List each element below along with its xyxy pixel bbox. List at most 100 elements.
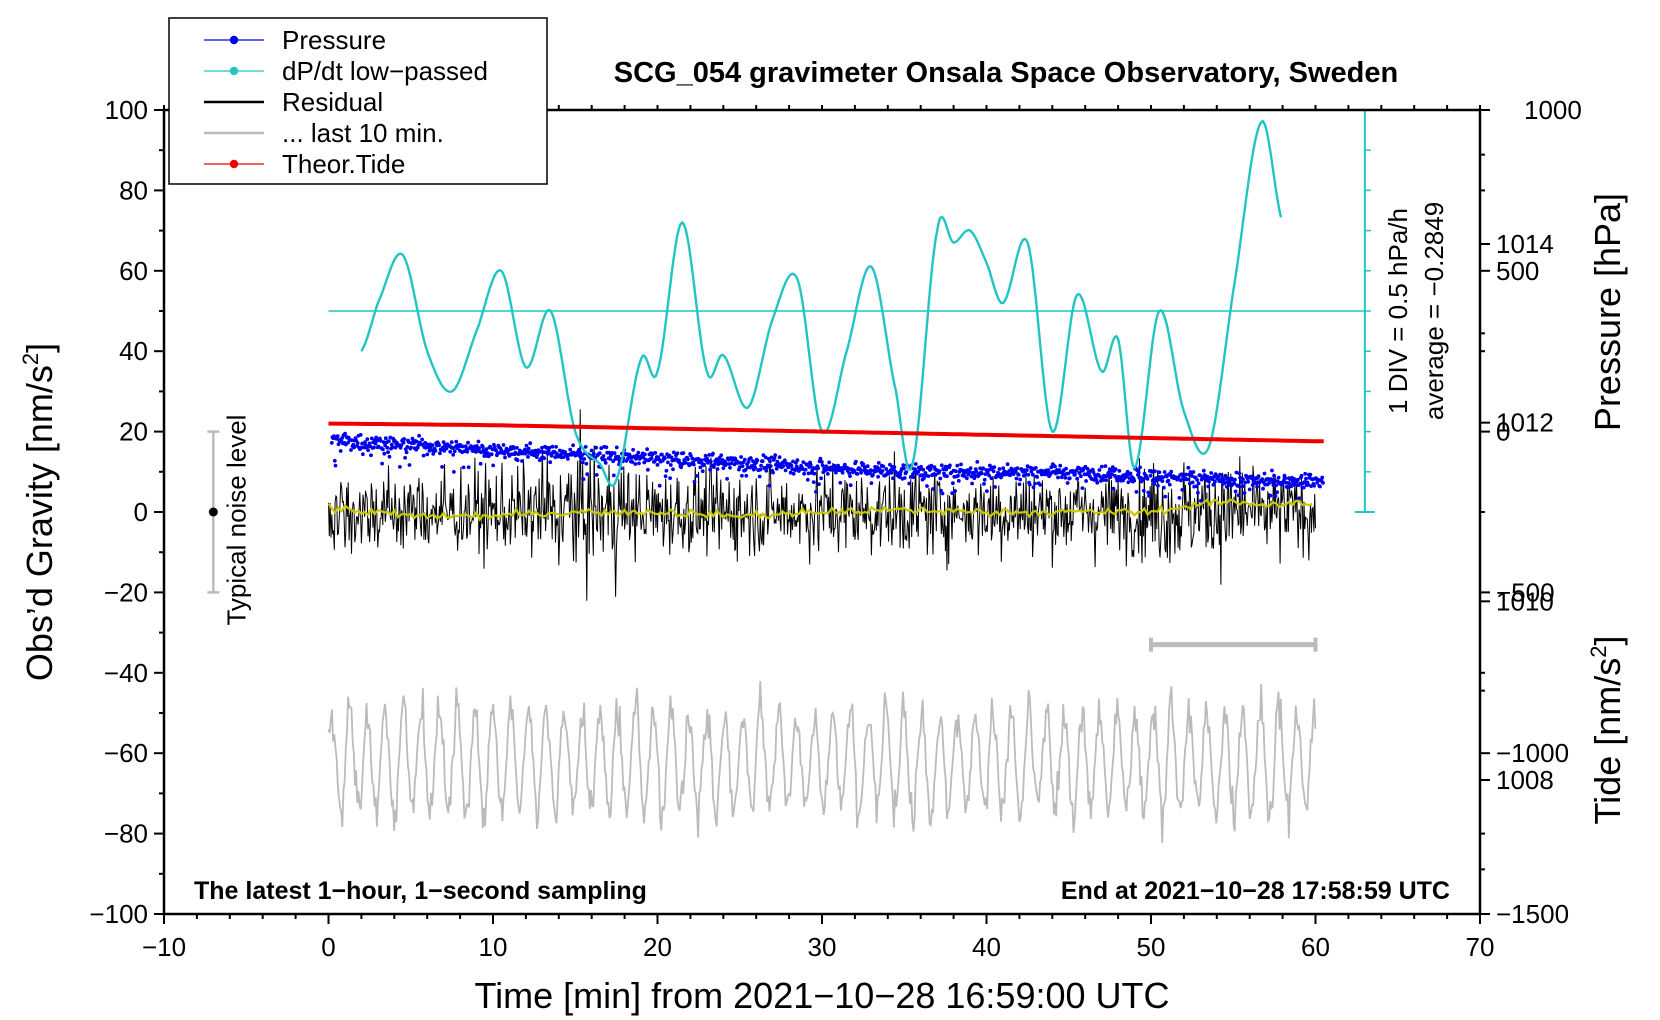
pressure-point [1218, 472, 1222, 477]
pressure-point [724, 461, 729, 466]
pressure-point [1243, 480, 1248, 485]
pressure-point [1250, 483, 1255, 487]
pressure-point [1220, 476, 1225, 481]
noise-label: Typical noise level [221, 415, 251, 626]
pressure-point [460, 444, 465, 449]
pressure-point [786, 465, 791, 470]
pressure-point [1160, 479, 1165, 483]
pressure-point [824, 464, 829, 469]
pressure-point [950, 491, 954, 495]
pressure-point [757, 474, 762, 479]
pressure-point [1107, 471, 1111, 476]
pressure-point [803, 467, 808, 472]
pressure-point [386, 450, 390, 455]
pressure-point [825, 472, 830, 476]
pressure-point [1066, 471, 1071, 476]
pressure-point [698, 465, 703, 470]
pressure-point [876, 461, 881, 465]
pressure-point [1246, 479, 1251, 484]
pressure-point [1242, 491, 1247, 495]
y-tick-label: 20 [119, 417, 148, 447]
pressure-point [421, 453, 426, 458]
pressure-point [902, 476, 907, 480]
series-layer [327, 119, 1365, 843]
pressure-point [1053, 464, 1057, 469]
pressure-point [440, 465, 444, 469]
pressure-point [764, 468, 769, 473]
pressure-point [1237, 471, 1242, 476]
pressure-point [750, 464, 755, 469]
pressure-rate-scale: 1 DIV = 0.5 hPa/h average = −0.2849 [1354, 109, 1449, 513]
pressure-point [1213, 479, 1217, 484]
theor-tide-line [328, 421, 1324, 444]
pressure-point [675, 451, 680, 456]
pressure-point [688, 453, 693, 458]
pressure-point [740, 473, 744, 478]
pressure-point [1162, 470, 1167, 474]
pressure-point [437, 443, 441, 448]
pressure-point [1179, 472, 1184, 477]
tide-axis-label-sup: 2 [1586, 646, 1611, 658]
pressure-point [1196, 490, 1200, 495]
pressure-point [846, 466, 851, 471]
pressure-point [663, 474, 668, 479]
pressure-point [1126, 480, 1131, 485]
pressure-point [773, 453, 778, 457]
pressure-point [1185, 477, 1190, 482]
pressure-point [725, 477, 729, 481]
pressure-point [881, 464, 886, 469]
pressure-point [1267, 481, 1271, 486]
x-tick-label: 30 [808, 932, 837, 962]
pressure-point [604, 445, 609, 450]
pressure-point [1031, 485, 1036, 490]
pressure-point [1161, 485, 1166, 490]
pressure-point [968, 470, 972, 474]
pressure-point [1233, 477, 1237, 482]
pressure-point [582, 457, 587, 461]
pressure-point [1027, 482, 1032, 487]
pressure-point [862, 465, 867, 470]
pressure-point [1049, 465, 1054, 470]
pressure-point [987, 473, 991, 478]
pressure-point [1058, 463, 1063, 468]
pressure-point [1134, 490, 1139, 494]
pressure-point [476, 439, 481, 444]
pressure-point [974, 469, 979, 474]
pressure-point [512, 446, 516, 451]
pressure-point [657, 483, 662, 488]
pressure-point [1025, 464, 1030, 469]
pressure-point [591, 451, 596, 456]
pressure-point [1059, 475, 1064, 480]
pressure-point [959, 462, 963, 467]
legend-label: Theor.Tide [282, 149, 405, 179]
pressure-point [1224, 476, 1228, 481]
pressure-point [852, 469, 857, 473]
pressure-point [775, 459, 780, 464]
y-axis-label-end: ] [19, 343, 60, 353]
pressure-point [765, 463, 770, 468]
pressure-point [913, 462, 918, 466]
pressure-point [901, 463, 906, 468]
pressure-point [748, 456, 753, 460]
pressure-point [1276, 475, 1281, 480]
pressure-point [931, 487, 935, 491]
pressure-point [929, 463, 934, 468]
pressure-point [1318, 484, 1322, 489]
pressure-point [335, 434, 340, 439]
y-tick-label: 100 [105, 95, 148, 125]
pressure-point [768, 464, 773, 468]
pressure-point [523, 451, 528, 456]
pressure-point [461, 465, 466, 470]
pressure-point [1009, 466, 1014, 471]
pressure-point [1247, 487, 1252, 492]
pressure-point [1255, 484, 1259, 489]
pressure-point [1253, 481, 1258, 486]
pressure-point [908, 475, 913, 479]
pressure-point [1301, 485, 1306, 490]
pressure-point [526, 446, 531, 451]
pressure-point [1256, 474, 1261, 479]
pressure-point [702, 462, 706, 467]
pressure-point [939, 463, 944, 468]
pressure-point [1074, 468, 1079, 473]
